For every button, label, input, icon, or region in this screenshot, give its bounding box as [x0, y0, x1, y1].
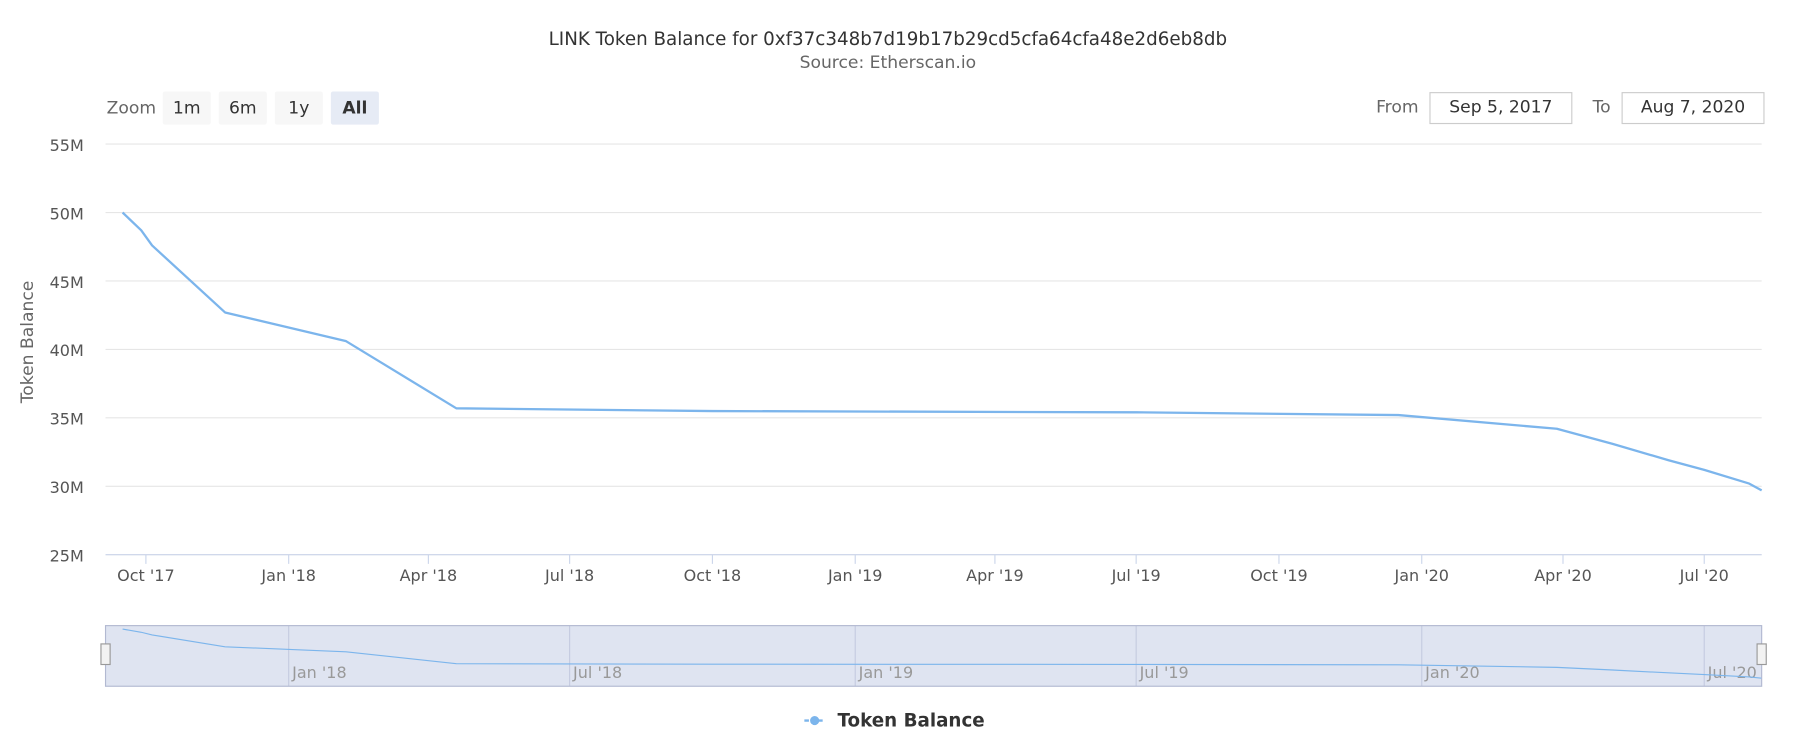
zoom-button[interactable] [162, 91, 211, 125]
navigator-tick-label: Jul '19 [1139, 663, 1189, 682]
x-tick-label: Oct '19 [1250, 566, 1308, 585]
zoom-button-label[interactable]: 6m [229, 99, 257, 119]
zoom-button[interactable] [330, 91, 379, 125]
navigator-handle[interactable] [100, 643, 111, 666]
y-tick-label: 30M [50, 478, 84, 497]
to-input[interactable] [1621, 92, 1765, 125]
x-tick-label: Jul '18 [544, 566, 594, 585]
zoom-label: Zoom [107, 99, 156, 119]
navigator-tick-label: Jan '20 [1424, 663, 1480, 682]
from-value[interactable]: Sep 5, 2017 [1449, 98, 1552, 118]
y-tick-label: 40M [50, 341, 84, 360]
navigator-tick-label: Jul '18 [572, 663, 622, 682]
x-tick-label: Oct '17 [117, 566, 175, 585]
y-tick-label: 35M [50, 410, 84, 429]
x-tick-label: Jul '19 [1111, 566, 1161, 585]
chart-title: LINK Token Balance for 0xf37c348b7d19b17… [549, 29, 1227, 50]
x-tick-label: Jan '20 [1393, 566, 1449, 585]
x-tick-label: Jan '19 [827, 566, 883, 585]
x-tick-label: Apr '19 [966, 566, 1024, 585]
navigator-handle[interactable] [1756, 643, 1767, 666]
chart-subtitle: Source: Etherscan.io [800, 53, 977, 73]
x-tick-label: Apr '20 [1534, 566, 1592, 585]
zoom-button[interactable] [218, 91, 267, 125]
x-tick-label: Oct '18 [684, 566, 742, 585]
to-value[interactable]: Aug 7, 2020 [1641, 98, 1745, 118]
y-tick-label: 45M [50, 273, 84, 292]
y-tick-label: 25M [50, 546, 84, 565]
navigator-tick-label: Jan '18 [291, 663, 347, 682]
y-axis-title: Token Balance [18, 281, 38, 405]
legend-label[interactable]: Token Balance [838, 711, 985, 732]
navigator-line [122, 628, 1762, 679]
navigator-tick-label: Jan '19 [858, 663, 914, 682]
from-input[interactable] [1429, 92, 1573, 125]
zoom-button-label[interactable]: 1m [173, 99, 201, 119]
zoom-button-label[interactable]: All [342, 99, 367, 119]
x-tick-label: Jul '20 [1679, 566, 1729, 585]
legend-marker [810, 715, 820, 726]
x-tick-label: Apr '18 [400, 566, 458, 585]
data-line [121, 211, 1763, 492]
navigator-tick-label: Jul '20 [1707, 663, 1757, 682]
navigator-background [105, 625, 1762, 687]
y-tick-label: 55M [50, 136, 84, 155]
x-tick-label: Jan '18 [260, 566, 316, 585]
zoom-button-label[interactable]: 1y [288, 99, 309, 119]
to-label: To [1592, 98, 1611, 118]
zoom-button[interactable] [274, 91, 323, 125]
y-tick-label: 50M [50, 204, 84, 223]
from-label: From [1376, 98, 1418, 118]
